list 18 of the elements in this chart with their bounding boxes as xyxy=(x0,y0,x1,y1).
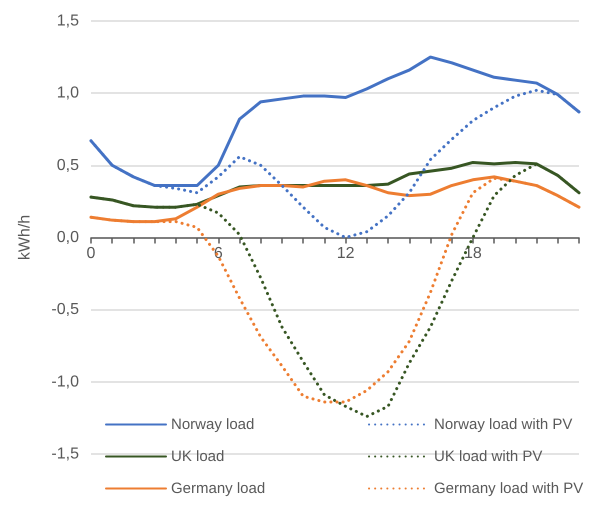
y-axis-title: kWh/h xyxy=(16,214,34,260)
y-tick-label: 0,5 xyxy=(56,156,80,174)
y-tick-label: -1,0 xyxy=(51,373,80,390)
legend-label: Germany load with PV xyxy=(434,480,584,497)
x-tick-label: 18 xyxy=(464,245,482,262)
legend-label: UK load with PV xyxy=(434,448,542,465)
legend-label: Germany load xyxy=(171,480,266,497)
y-tick-label: 1,5 xyxy=(56,12,80,30)
y-tick-label: 1,0 xyxy=(56,84,80,102)
legend-label: UK load xyxy=(171,448,224,465)
y-tick-label: 0,0 xyxy=(56,229,80,246)
x-tick-label: 6 xyxy=(214,245,223,262)
x-tick-label: 12 xyxy=(336,245,355,262)
x-tick-label: 0 xyxy=(86,245,96,262)
y-tick-label: -0,5 xyxy=(51,301,80,318)
legend-label: Norway load with PV xyxy=(434,416,572,433)
y-tick-label: -1,5 xyxy=(51,446,80,462)
legend-label: Norway load xyxy=(171,416,254,433)
